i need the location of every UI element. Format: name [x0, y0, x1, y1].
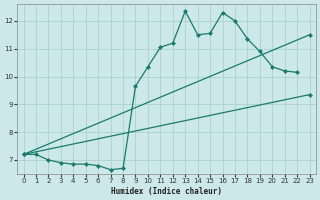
X-axis label: Humidex (Indice chaleur): Humidex (Indice chaleur) — [111, 187, 222, 196]
